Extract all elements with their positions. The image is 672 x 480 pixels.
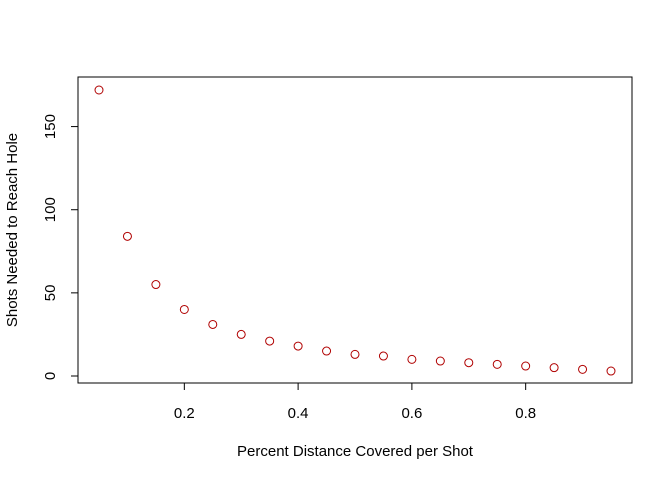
data-point [521, 361, 531, 371]
data-point [122, 231, 132, 241]
x-tick-label: 0.4 [288, 405, 309, 422]
data-point [236, 329, 246, 339]
data-point [151, 280, 161, 290]
x-tick-label: 0.2 [174, 405, 195, 422]
data-point [350, 349, 360, 359]
y-axis-label: Shots Needed to Reach Hole [4, 133, 21, 327]
y-tick-label: 50 [42, 285, 59, 302]
data-point [578, 364, 588, 374]
data-point [492, 359, 502, 369]
y-tick-label: 0 [42, 372, 59, 380]
y-tick-label: 150 [42, 114, 59, 139]
data-point [378, 351, 388, 361]
x-tick-label: 0.8 [515, 405, 536, 422]
data-point [549, 363, 559, 373]
data-point [179, 304, 189, 314]
x-tick-label: 0.6 [401, 405, 422, 422]
data-point [293, 341, 303, 351]
data-point [435, 356, 445, 366]
data-point [94, 85, 104, 95]
data-point [407, 354, 417, 364]
y-axis: 0 50 100 150 [42, 114, 79, 380]
data-point [265, 336, 275, 346]
data-point [208, 319, 218, 329]
plot-frame [77, 76, 633, 384]
data-point [464, 358, 474, 368]
data-point [322, 346, 332, 356]
data-point [606, 366, 616, 376]
x-axis-label: Percent Distance Covered per Shot [237, 443, 474, 460]
x-axis: 0.2 0.4 0.6 0.8 [174, 382, 536, 422]
data-points [94, 85, 616, 376]
y-tick-label: 100 [42, 197, 59, 222]
